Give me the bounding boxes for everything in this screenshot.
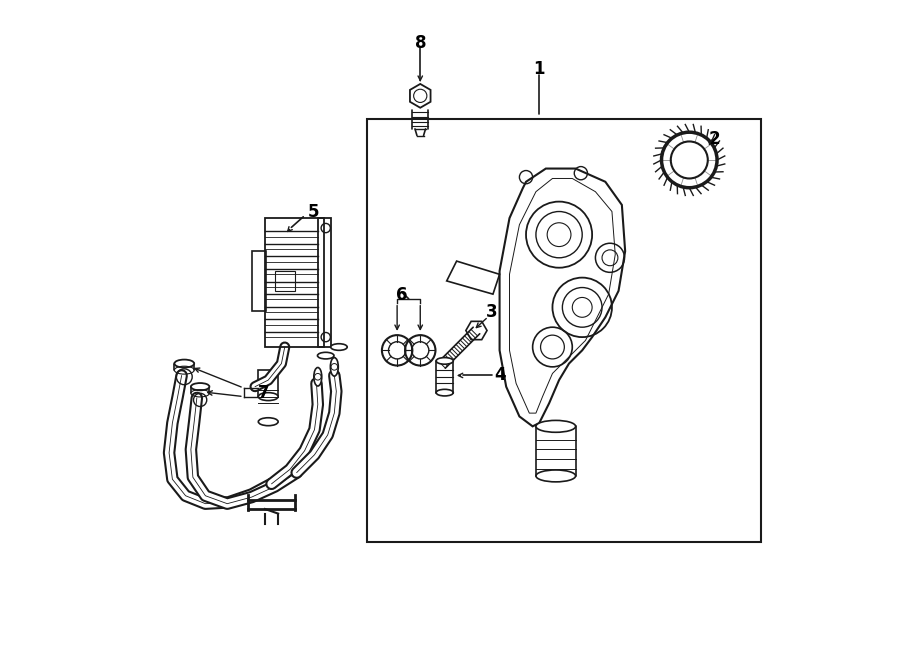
Ellipse shape xyxy=(314,368,322,386)
Ellipse shape xyxy=(436,358,454,364)
Ellipse shape xyxy=(175,360,194,368)
Text: 4: 4 xyxy=(494,366,506,385)
Text: 3: 3 xyxy=(486,303,498,321)
Ellipse shape xyxy=(258,393,278,401)
Ellipse shape xyxy=(330,358,338,376)
Bar xyxy=(258,370,278,397)
Bar xyxy=(252,251,266,311)
Ellipse shape xyxy=(536,420,576,432)
Text: 7: 7 xyxy=(257,383,269,402)
Text: 8: 8 xyxy=(415,34,426,52)
Bar xyxy=(274,271,294,291)
Bar xyxy=(265,218,324,347)
Text: 1: 1 xyxy=(534,60,545,79)
Ellipse shape xyxy=(330,344,347,350)
Text: 5: 5 xyxy=(308,203,319,221)
Text: 2: 2 xyxy=(708,130,720,148)
Ellipse shape xyxy=(318,352,334,359)
Bar xyxy=(367,119,760,542)
Ellipse shape xyxy=(191,383,210,390)
Text: 6: 6 xyxy=(396,286,408,305)
